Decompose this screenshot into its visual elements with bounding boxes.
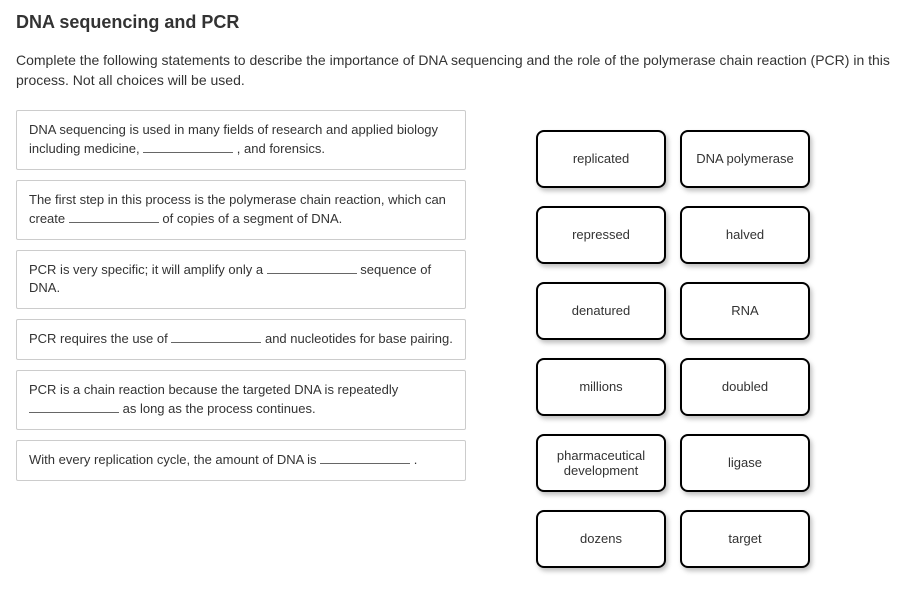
choice-tile[interactable]: pharmaceutical development xyxy=(536,434,666,492)
statement-pre-text: With every replication cycle, the amount… xyxy=(29,452,320,467)
statement-pre-text: PCR is a chain reaction because the targ… xyxy=(29,382,398,397)
choice-tile[interactable]: doubled xyxy=(680,358,810,416)
blank-drop-target[interactable] xyxy=(320,452,410,464)
choice-tile[interactable]: millions xyxy=(536,358,666,416)
statement-box[interactable]: PCR is very specific; it will amplify on… xyxy=(16,250,466,310)
choice-tile[interactable]: dozens xyxy=(536,510,666,568)
choices-grid: replicatedDNA polymeraserepressedhalvedd… xyxy=(536,110,908,568)
exercise-layout: DNA sequencing is used in many fields of… xyxy=(16,110,908,568)
blank-drop-target[interactable] xyxy=(69,211,159,223)
choice-tile[interactable]: RNA xyxy=(680,282,810,340)
page-title: DNA sequencing and PCR xyxy=(16,12,908,33)
choice-tile[interactable]: DNA polymerase xyxy=(680,130,810,188)
choice-tile[interactable]: target xyxy=(680,510,810,568)
statement-box[interactable]: PCR requires the use of and nucleotides … xyxy=(16,319,466,360)
instructions-text: Complete the following statements to des… xyxy=(16,51,908,90)
statement-post-text: , and forensics. xyxy=(233,141,325,156)
blank-drop-target[interactable] xyxy=(171,332,261,344)
statements-column: DNA sequencing is used in many fields of… xyxy=(16,110,466,568)
statement-post-text: as long as the process continues. xyxy=(119,401,316,416)
choice-tile[interactable]: replicated xyxy=(536,130,666,188)
statement-pre-text: PCR requires the use of xyxy=(29,331,171,346)
statement-box[interactable]: The first step in this process is the po… xyxy=(16,180,466,240)
choice-tile[interactable]: ligase xyxy=(680,434,810,492)
statement-pre-text: PCR is very specific; it will amplify on… xyxy=(29,262,267,277)
blank-drop-target[interactable] xyxy=(143,141,233,153)
blank-drop-target[interactable] xyxy=(267,262,357,274)
choice-tile[interactable]: denatured xyxy=(536,282,666,340)
statement-box[interactable]: PCR is a chain reaction because the targ… xyxy=(16,370,466,430)
statement-box[interactable]: With every replication cycle, the amount… xyxy=(16,440,466,481)
choice-tile[interactable]: halved xyxy=(680,206,810,264)
statement-box[interactable]: DNA sequencing is used in many fields of… xyxy=(16,110,466,170)
choice-tile[interactable]: repressed xyxy=(536,206,666,264)
statement-post-text: of copies of a segment of DNA. xyxy=(159,211,343,226)
statement-post-text: and nucleotides for base pairing. xyxy=(261,331,453,346)
blank-drop-target[interactable] xyxy=(29,401,119,413)
statement-post-text: . xyxy=(410,452,417,467)
